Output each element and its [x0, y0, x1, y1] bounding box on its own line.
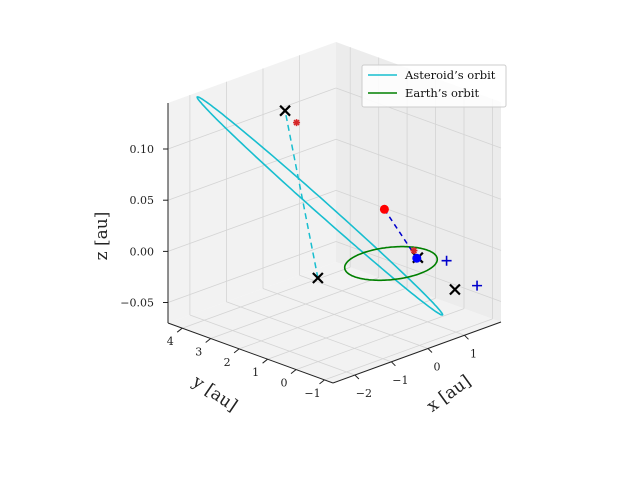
x-tick-mark — [391, 361, 396, 367]
z-tick-label: 0.00 — [130, 245, 155, 258]
grid-line-y-floor — [324, 318, 493, 381]
y-tick-label: −1 — [304, 387, 320, 400]
legend-frame — [361, 64, 507, 108]
x-tick-label: 1 — [470, 347, 477, 360]
grid-line-x-floor — [226, 301, 392, 363]
grid-line-x-floor — [189, 314, 356, 376]
grid-line-z-back-x — [335, 241, 502, 302]
y-tick-mark — [233, 348, 240, 354]
grid-line-z-back-y — [167, 190, 337, 252]
earth-orbit-line — [343, 245, 439, 282]
y-tick-label: 4 — [167, 335, 174, 348]
x-tick-mark — [427, 348, 433, 353]
x-tick-mark — [464, 334, 469, 340]
z-tick-label: 0.10 — [130, 143, 155, 156]
legend: Asteroid’s orbit Earth’s orbit — [361, 64, 507, 108]
marker-plus — [441, 255, 452, 266]
y-axis-label: y [au] — [188, 371, 241, 416]
x-axis-line — [332, 321, 502, 384]
axis-ticks: −2 −1 0 1 −1 0 1 2 3 4 −0.05 0.00 0.05 0.10 — [120, 143, 477, 400]
y-tick-mark — [205, 338, 212, 343]
x-axis-label: x [au] — [423, 371, 475, 416]
back-pane-x — [336, 42, 501, 322]
y-axis-line — [167, 322, 334, 384]
legend-label-earth: Earth’s orbit — [405, 86, 479, 100]
axes-grid — [167, 47, 502, 381]
z-tick-label: −0.05 — [120, 297, 154, 310]
grid-line-y-floor — [295, 308, 465, 370]
x-tick-label: −2 — [356, 387, 372, 400]
y-tick-mark — [262, 358, 268, 364]
marker-x — [279, 104, 291, 117]
grid-line-z-back-y — [167, 138, 337, 201]
y-tick-label: 3 — [195, 346, 202, 359]
y-tick-mark — [290, 369, 297, 374]
markers-layer — [279, 104, 483, 296]
y-tick-mark — [176, 327, 183, 333]
grid-line-y-floor — [267, 297, 436, 360]
x-tick-label: −1 — [392, 374, 408, 387]
grid-line-y-floor — [210, 277, 379, 339]
marker-plus — [472, 280, 483, 291]
z-axis-label: z [au] — [92, 212, 112, 261]
axis-lines — [167, 103, 502, 384]
grid-line-y-floor — [182, 266, 351, 329]
grid-line-x-floor — [299, 274, 465, 336]
y-tick-mark — [319, 379, 325, 385]
y-tick-label: 2 — [224, 356, 231, 369]
marker-star — [410, 247, 418, 255]
grid-line-z-back-y — [167, 87, 337, 150]
grid-line-z-back-x — [335, 190, 502, 251]
marker-dot — [379, 204, 389, 214]
marker-x — [312, 272, 324, 284]
asteroid-orbit-line — [196, 96, 444, 316]
grid-line-z-back-y — [167, 241, 337, 303]
marker-star — [293, 119, 301, 127]
grid-line-z-back-x — [335, 138, 502, 200]
x-tick-label: 0 — [434, 361, 441, 374]
line-of-nodes — [284, 110, 319, 279]
y-tick-label: 1 — [252, 366, 259, 379]
legend-label-asteroid: Asteroid’s orbit — [404, 68, 496, 82]
grid-line-y-floor — [238, 287, 408, 350]
y-tick-label: 0 — [281, 377, 288, 390]
x-tick-mark — [354, 374, 360, 380]
z-tick-label: 0.05 — [130, 194, 155, 207]
grid-line-x-floor — [262, 288, 429, 349]
marker-x — [449, 283, 461, 296]
marker-dot — [412, 253, 422, 263]
